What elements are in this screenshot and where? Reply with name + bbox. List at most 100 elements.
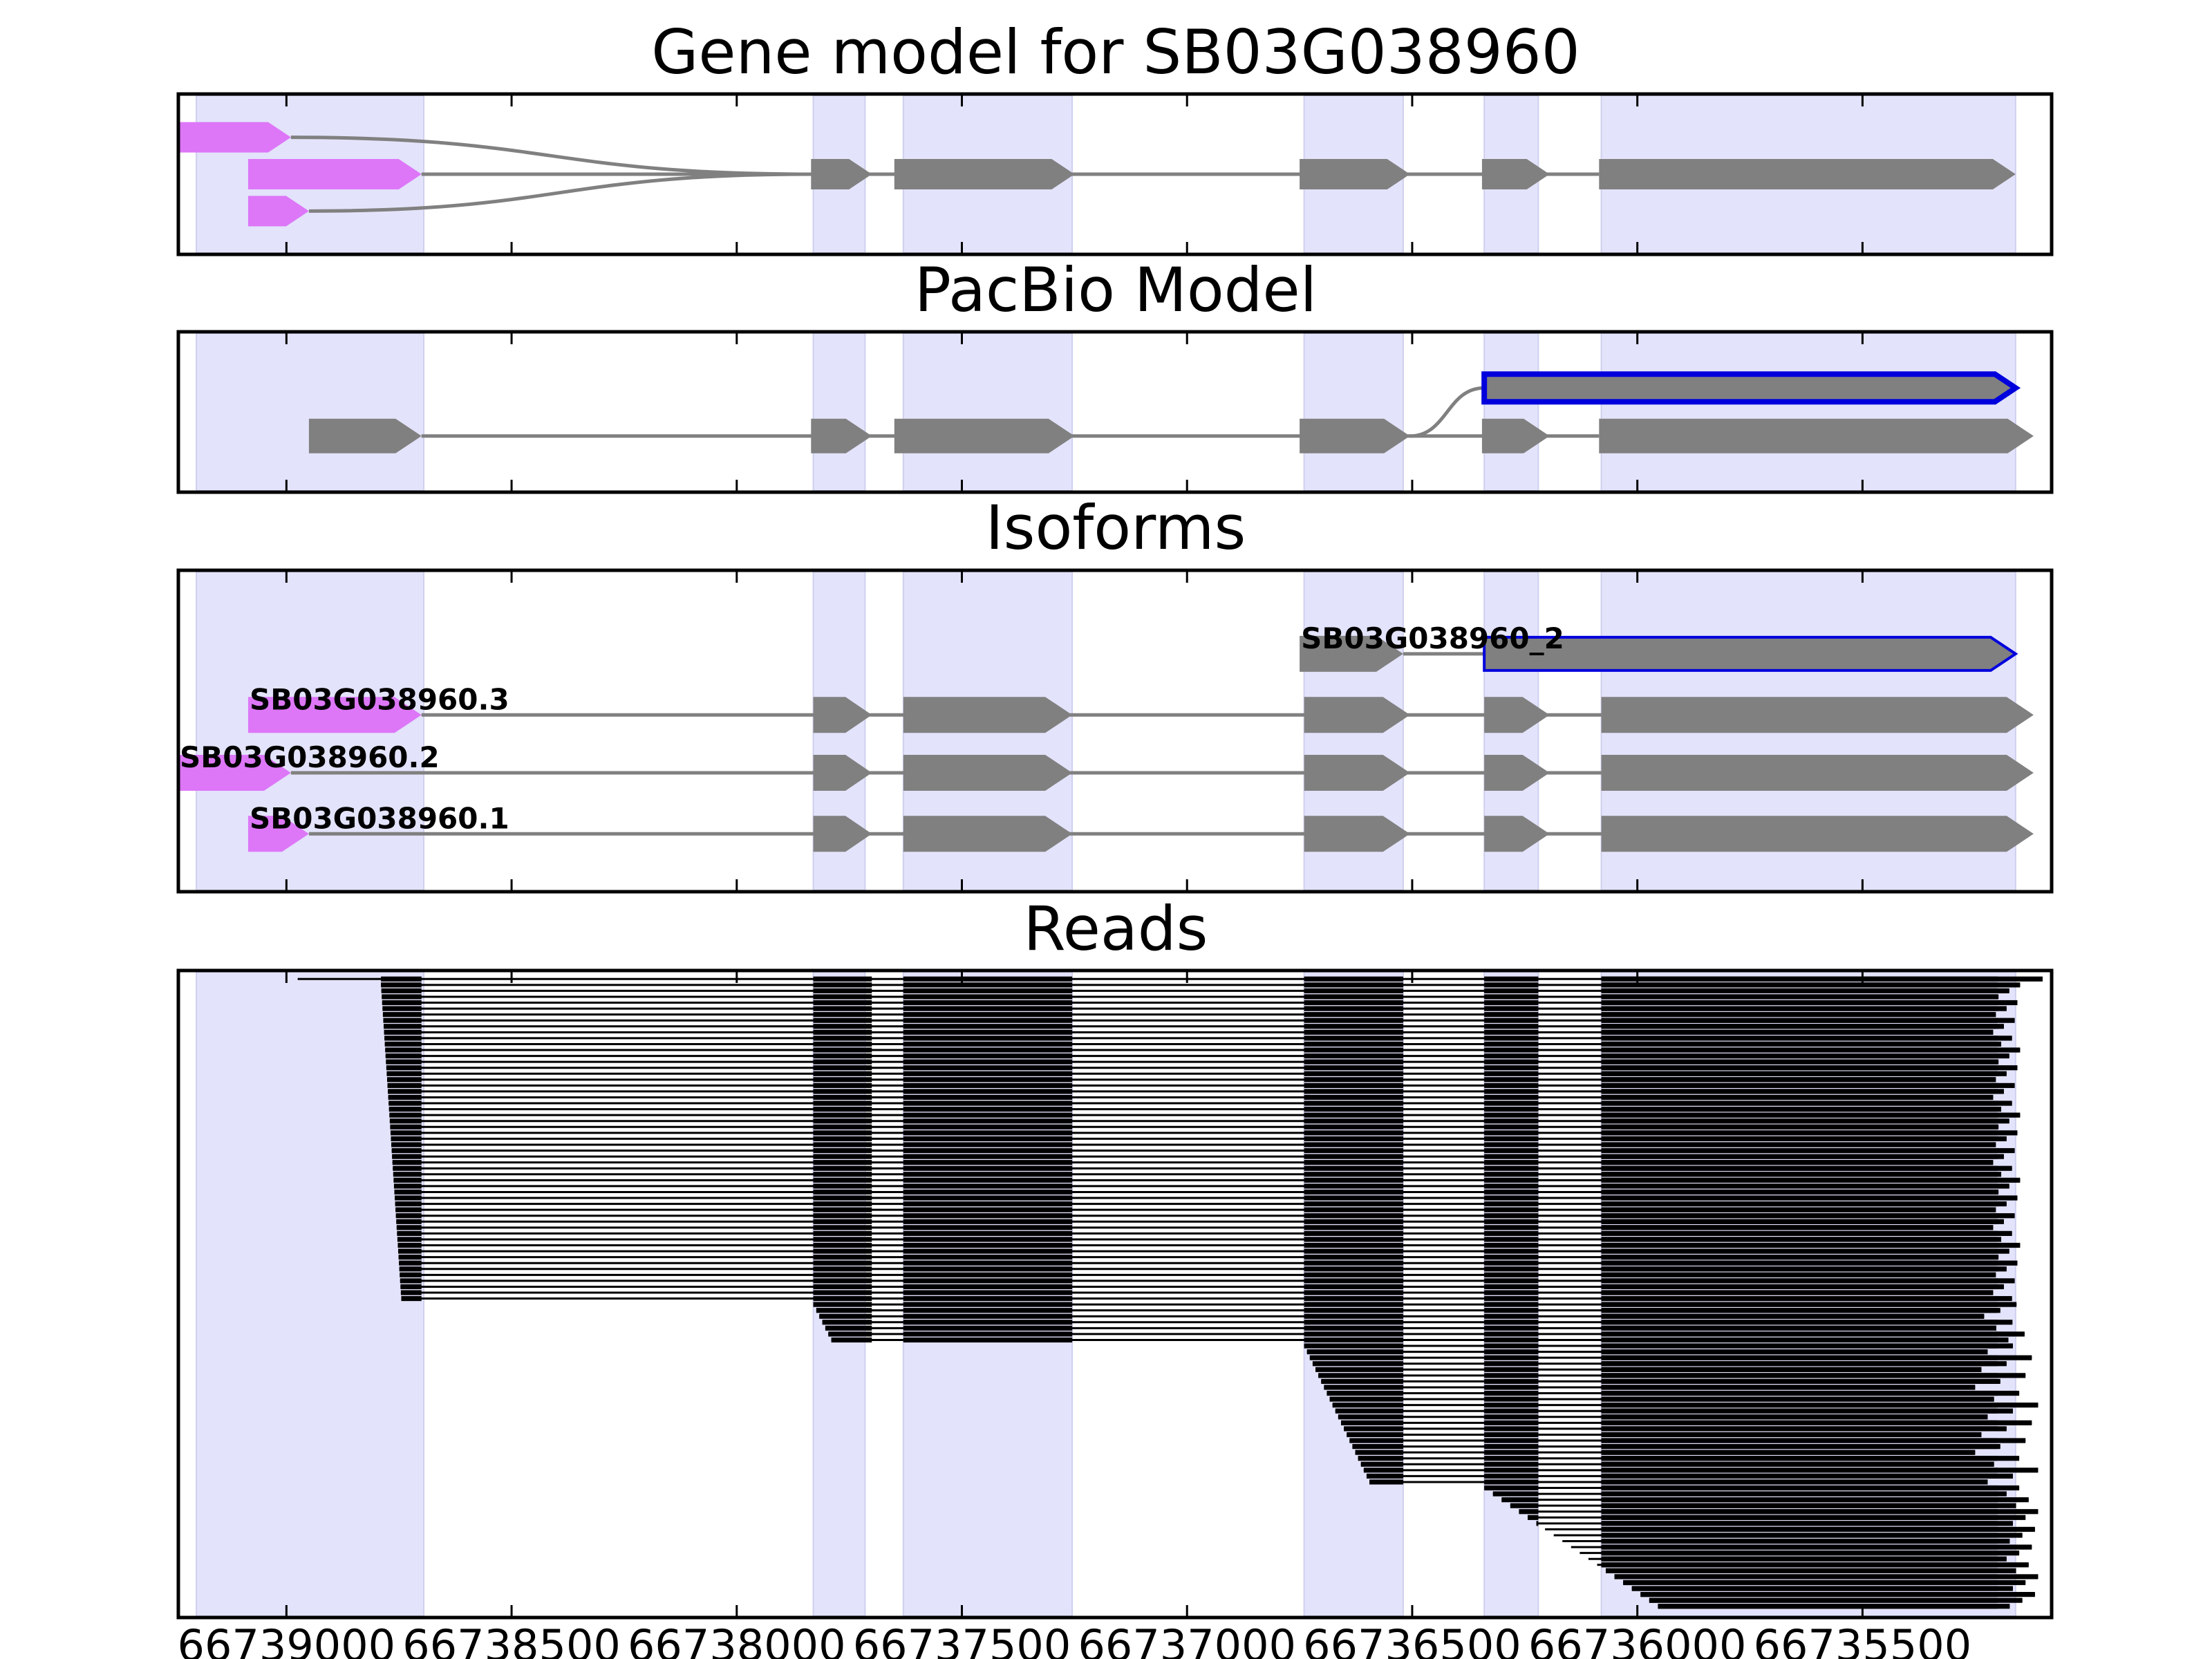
read-block	[1601, 1024, 2004, 1029]
read-block	[1601, 1053, 2009, 1059]
read-block	[813, 1165, 872, 1171]
read-block	[813, 1213, 872, 1219]
read-block	[1492, 1491, 1539, 1497]
read-block	[1484, 1473, 1539, 1479]
panel-frame	[176, 568, 2054, 894]
read-block	[1601, 1130, 2018, 1136]
isoform-label: SB03G038960_2	[1301, 621, 1564, 655]
read-block	[903, 1313, 1073, 1319]
read-block	[1484, 1189, 1539, 1195]
cds-exon	[811, 418, 872, 453]
read-block	[813, 1077, 872, 1082]
read-block	[813, 976, 872, 982]
gene-model-panel: Gene model for SB03G038960	[176, 17, 2054, 256]
x-tick-label: 66737000	[1078, 1620, 1296, 1659]
read-block	[1355, 1450, 1403, 1455]
read-block	[903, 988, 1073, 993]
read-block	[1601, 1272, 1996, 1277]
read-block	[389, 1118, 422, 1124]
read-block	[1484, 1456, 1539, 1461]
read-block	[903, 1248, 1073, 1254]
read-block	[1484, 1136, 1539, 1142]
read-block	[903, 1012, 1073, 1018]
read-block	[813, 1012, 872, 1018]
utr-exon	[247, 196, 309, 227]
read-block	[813, 1035, 872, 1041]
read-block	[1501, 1497, 1539, 1503]
read-block	[1484, 1450, 1539, 1455]
read-block	[1601, 1107, 2002, 1112]
read-block	[1304, 1041, 1403, 1047]
read-block	[1601, 1195, 2018, 1201]
read-block	[1601, 1313, 1985, 1319]
read-block	[1601, 1136, 2007, 1142]
read-block	[388, 1100, 422, 1106]
read-block	[1601, 1562, 2029, 1568]
read-block	[1601, 994, 1999, 1000]
read-block	[1329, 1396, 1403, 1402]
read-block	[1484, 1053, 1539, 1059]
read-block	[388, 1107, 422, 1112]
read-block	[1484, 1100, 1539, 1106]
read-block	[1601, 1018, 2015, 1023]
read-block	[381, 982, 422, 988]
read-block	[1484, 1313, 1539, 1319]
read-block	[1484, 1142, 1539, 1147]
read-block	[1601, 1147, 2015, 1154]
read-block	[1484, 1172, 1539, 1177]
utr-exon	[247, 159, 422, 189]
read-block	[903, 1147, 1073, 1154]
read-block	[1304, 1189, 1403, 1195]
read-block	[903, 1242, 1073, 1248]
read-block	[1304, 1237, 1403, 1242]
read-block	[813, 1136, 872, 1142]
read-block	[903, 1308, 1073, 1313]
read-block	[813, 1065, 872, 1071]
read-block	[813, 1295, 872, 1302]
x-tick-label: 66736500	[1303, 1620, 1521, 1659]
read-block	[813, 1018, 872, 1023]
read-block	[1601, 1094, 1994, 1100]
read-block	[1484, 1029, 1539, 1035]
read-block	[1340, 1420, 1403, 1425]
read-block	[903, 1154, 1073, 1159]
read-block	[903, 1059, 1073, 1065]
read-block	[903, 1047, 1073, 1053]
read-block	[1304, 1290, 1403, 1295]
read-block	[903, 1071, 1073, 1076]
read-block	[813, 1278, 872, 1284]
cds-exon	[1304, 697, 1410, 733]
read-block	[903, 1337, 1073, 1343]
read-block	[903, 1100, 1073, 1106]
cds-exon	[894, 418, 1075, 453]
read-block	[1601, 1077, 1996, 1082]
read-block	[1366, 1473, 1403, 1479]
read-block	[1601, 1012, 1996, 1018]
read-block	[1304, 1230, 1403, 1236]
read-block	[400, 1272, 422, 1277]
read-block	[903, 1219, 1073, 1224]
read-block	[393, 1172, 422, 1177]
utr-exon	[178, 754, 291, 791]
panel-frame	[176, 92, 2054, 256]
read-block	[1484, 1082, 1539, 1088]
read-block	[1601, 1302, 2017, 1307]
read-block	[1484, 1041, 1539, 1047]
read-block	[1360, 1461, 1403, 1467]
exon-shade-region	[1303, 332, 1404, 491]
read-block	[1484, 1468, 1539, 1473]
read-block	[389, 1112, 422, 1118]
read-block	[813, 1071, 872, 1076]
read-block	[1601, 1503, 2016, 1508]
read-block	[831, 1337, 872, 1343]
cds-exon	[903, 697, 1073, 733]
read-block	[1601, 1450, 1976, 1455]
read-block	[1304, 1082, 1403, 1088]
read-block	[1601, 1373, 2026, 1378]
branch-connector	[1409, 386, 1485, 438]
read-block	[392, 1160, 422, 1165]
read-block	[1304, 1242, 1403, 1248]
cds-exon	[1601, 816, 2034, 852]
read-block	[1484, 1183, 1539, 1189]
read-block	[1304, 1130, 1403, 1136]
